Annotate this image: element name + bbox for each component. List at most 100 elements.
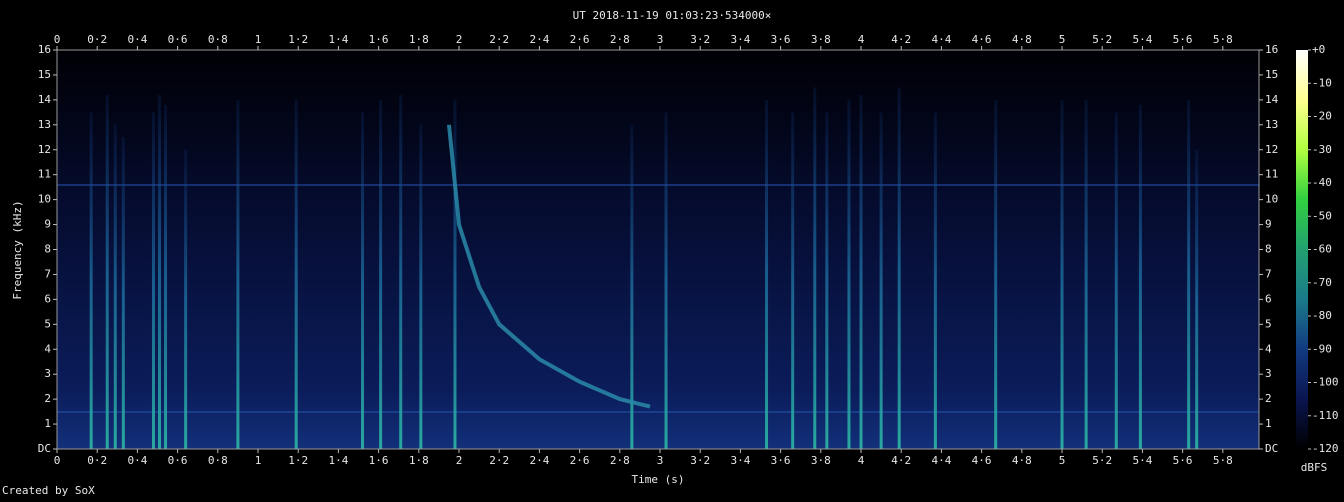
x-tick-label-top: 1 (255, 33, 262, 46)
x-tick-label-top: 0·6 (168, 33, 188, 46)
x-tick-label-top: 0 (54, 33, 61, 46)
streak (847, 99, 851, 449)
y-tick-label-right: 4 (1265, 342, 1272, 355)
streak (1138, 104, 1142, 450)
x-tick-label: 1·4 (328, 454, 348, 467)
x-tick-label-top: 1·8 (409, 33, 429, 46)
x-tick-label: 5·2 (1092, 454, 1112, 467)
x-tick-label-top: 1·4 (328, 33, 348, 46)
streak (933, 112, 937, 449)
x-tick-label: 4·6 (972, 454, 992, 467)
y-tick-label: 2 (44, 392, 51, 405)
footer: Created by SoX (2, 484, 95, 497)
streak (879, 112, 883, 449)
x-tick-label: 0·8 (208, 454, 228, 467)
x-tick-label-top: 3·8 (811, 33, 831, 46)
colorbar-tick-label: -100 (1312, 376, 1339, 389)
y-tick-label: 16 (38, 43, 51, 56)
x-tick-label: 5·6 (1173, 454, 1193, 467)
y-tick-label: 14 (38, 93, 52, 106)
y-tick-label: 8 (44, 243, 51, 256)
streak (1195, 149, 1199, 449)
y-tick-label-right: 1 (1265, 417, 1272, 430)
x-tick-label: 0·4 (127, 454, 147, 467)
colorbar-tick-label: -120 (1312, 442, 1339, 455)
x-tick-label-top: 4 (858, 33, 865, 46)
colorbar-tick-label: +0 (1312, 43, 1325, 56)
y-tick-label-right: 15 (1265, 68, 1278, 81)
streak (105, 94, 109, 449)
x-tick-label: 4·4 (931, 454, 951, 467)
y-tick-label: 5 (44, 317, 51, 330)
y-tick-label-right: 7 (1265, 267, 1272, 280)
streak (184, 149, 188, 449)
x-tick-label: 4·2 (891, 454, 911, 467)
x-tick-label: 0 (54, 454, 61, 467)
colorbar-tick-label: -20 (1312, 110, 1332, 123)
x-tick-label-top: 2 (456, 33, 463, 46)
plot-background (57, 50, 1259, 449)
streak (765, 99, 769, 449)
x-tick-label-top: 0·4 (127, 33, 147, 46)
whistler (447, 124, 651, 409)
y-tick-label-right: 5 (1265, 317, 1272, 330)
y-tick-label-right: 13 (1265, 118, 1278, 131)
y-tick-label: 9 (44, 218, 51, 231)
y-tick-label: 12 (38, 143, 51, 156)
x-tick-label: 0·6 (168, 454, 188, 467)
streak (994, 99, 998, 449)
x-tick-label-top: 5·8 (1213, 33, 1233, 46)
x-tick-label-top: 4·8 (1012, 33, 1032, 46)
x-tick-label-top: 5·2 (1092, 33, 1112, 46)
y-tick-label: 3 (44, 367, 51, 380)
streak (294, 99, 298, 449)
x-tick-label: 0·2 (87, 454, 107, 467)
y-tick-label-right: 2 (1265, 392, 1272, 405)
streak (897, 87, 901, 449)
colorbar-tick-label: -10 (1312, 76, 1332, 89)
streak (791, 112, 795, 449)
y-tick-label: 15 (38, 68, 51, 81)
streak (859, 94, 863, 449)
x-axis-label: Time (s) (632, 473, 685, 486)
y-tick-label-right: 6 (1265, 292, 1272, 305)
x-tick-label: 1·8 (409, 454, 429, 467)
colorbar-tick-label: -90 (1312, 342, 1332, 355)
x-tick-label: 2·2 (489, 454, 509, 467)
x-tick-label: 2 (456, 454, 463, 467)
colorbar-tick-label: -40 (1312, 176, 1332, 189)
y-tick-label-right: 12 (1265, 143, 1278, 156)
x-tick-label-top: 1·2 (288, 33, 308, 46)
streak (361, 112, 365, 449)
streak (419, 124, 423, 449)
y-tick-label-right: 11 (1265, 168, 1278, 181)
streak (630, 124, 634, 449)
colorbar-tick-label: -80 (1312, 309, 1332, 322)
y-tick-label: 7 (44, 267, 51, 280)
chart-title: UT 2018-11-19 01:03:23·534000× (573, 9, 772, 22)
streak (113, 124, 117, 449)
x-tick-label-top: 4·2 (891, 33, 911, 46)
streak (399, 94, 403, 449)
x-tick-label-top: 4·6 (972, 33, 992, 46)
x-tick-label: 3·6 (771, 454, 791, 467)
streak (379, 99, 383, 449)
x-tick-label: 5 (1059, 454, 1066, 467)
colorbar-label: dBFS (1301, 461, 1328, 474)
x-tick-label: 5·4 (1132, 454, 1152, 467)
x-tick-label: 3 (657, 454, 664, 467)
y-tick-label: 13 (38, 118, 51, 131)
x-tick-label: 2·8 (610, 454, 630, 467)
x-tick-label: 3·2 (690, 454, 710, 467)
x-tick-label-top: 3·2 (690, 33, 710, 46)
x-tick-label-top: 3·4 (730, 33, 750, 46)
x-tick-label-top: 5·6 (1173, 33, 1193, 46)
x-tick-label: 3·8 (811, 454, 831, 467)
x-tick-label: 4 (858, 454, 865, 467)
streak (813, 87, 817, 449)
y-tick-label: DC (38, 442, 51, 455)
colorbar-tick-label: -50 (1312, 209, 1332, 222)
x-tick-label-top: 0·2 (87, 33, 107, 46)
y-tick-label: 1 (44, 417, 51, 430)
x-tick-label-top: 5 (1059, 33, 1066, 46)
